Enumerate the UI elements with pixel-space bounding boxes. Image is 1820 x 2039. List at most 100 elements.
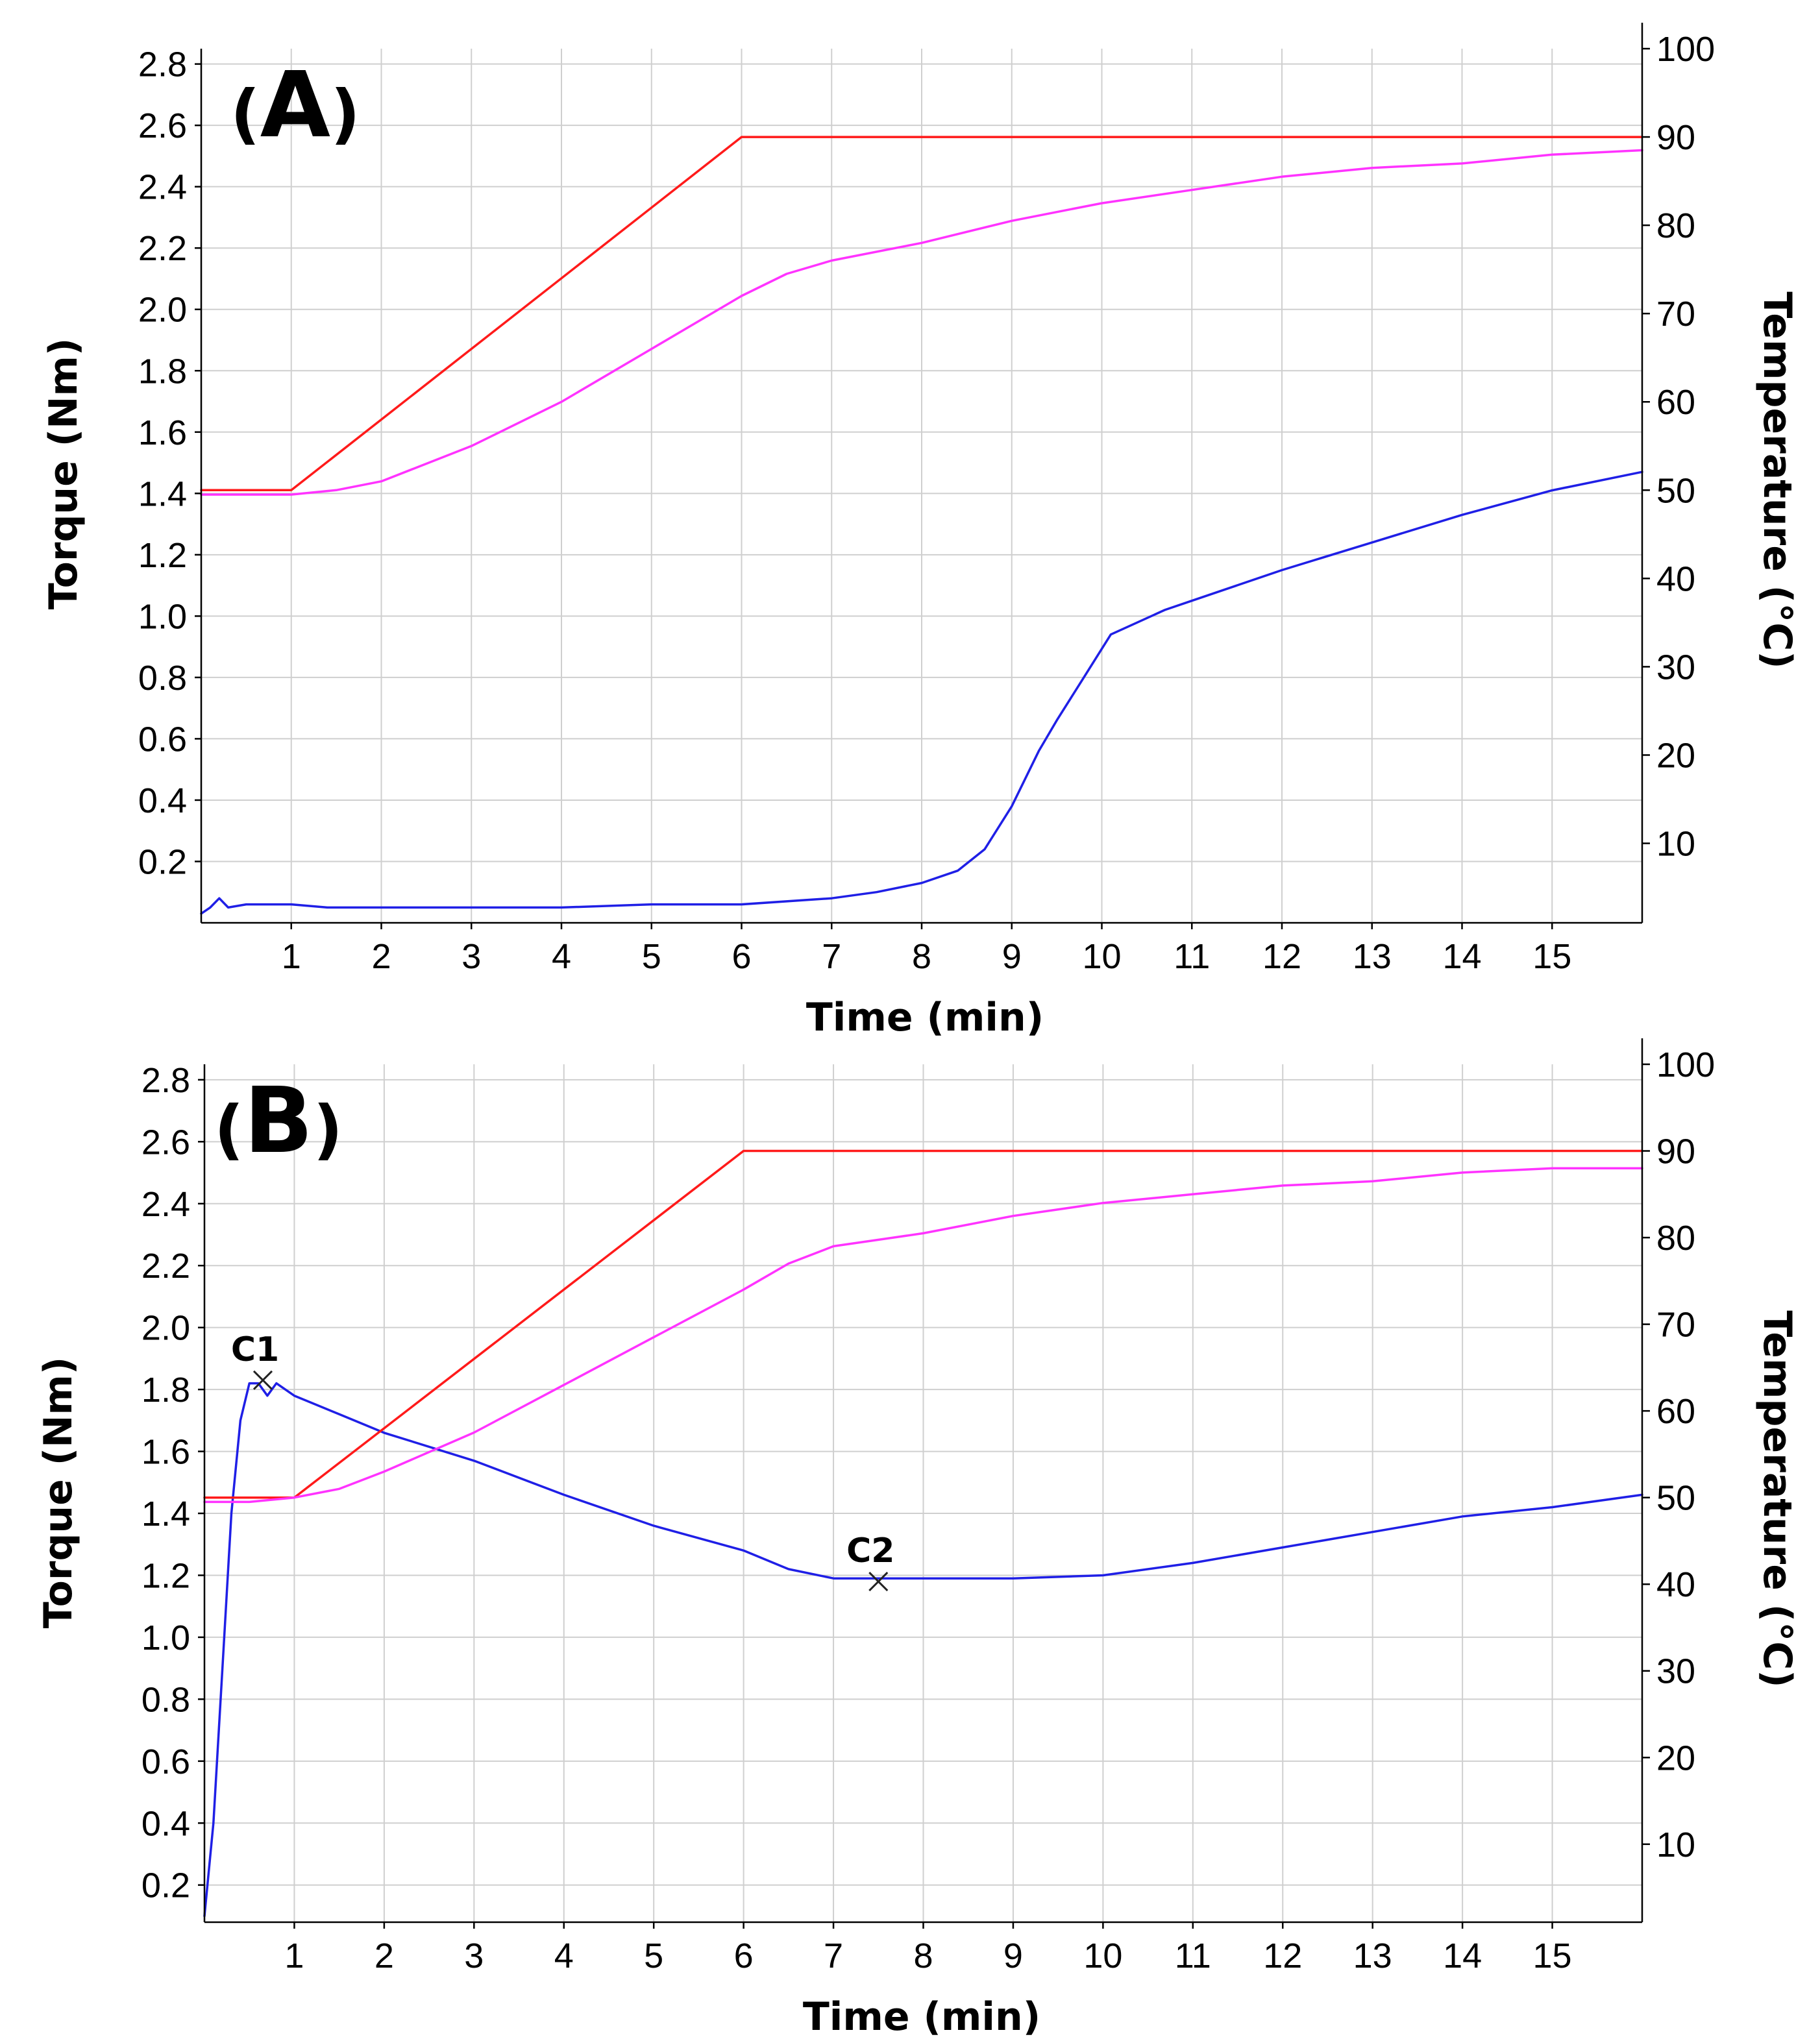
panel-a-series bbox=[200, 136, 1643, 915]
panel-a-x-tick-label: 8 bbox=[912, 937, 931, 976]
panel-a-y-tick-label: 0.8 bbox=[138, 659, 187, 698]
panel-b-x-axis-title: Time (min) bbox=[803, 1994, 1040, 2039]
panel-b-x-tick-label: 4 bbox=[554, 1936, 574, 1975]
panel-a-x-tick-label: 12 bbox=[1262, 937, 1301, 976]
panel-a-y-tick-label: 2.8 bbox=[138, 45, 187, 84]
annotation-marker-c1: C1 bbox=[231, 1330, 279, 1390]
panel-a-label-letter: A bbox=[260, 53, 330, 158]
panel-b-y-tick-label: 2.2 bbox=[141, 1247, 190, 1286]
panel-a-y-tick-label: 0.2 bbox=[138, 842, 187, 881]
panel-a-y2-tick-label: 90 bbox=[1656, 118, 1695, 157]
panel-a-x-tick-label: 2 bbox=[371, 937, 391, 976]
panel-b-x-tick-label: 5 bbox=[644, 1936, 663, 1975]
panel-a-y2-tick-label: 20 bbox=[1656, 736, 1695, 775]
panel-a-x-tick-label: 15 bbox=[1532, 937, 1571, 976]
panel-a-tick-labels: 1 2 3 4 5 6 7 8 9 10 11 12 13 14 150.20.40.60.81.01.21… bbox=[138, 30, 1715, 976]
panel-b-x-tick-label: 2 bbox=[375, 1936, 394, 1975]
panel-b-x-tick-label: 7 bbox=[824, 1936, 843, 1975]
panel-b-y2-axis-title: Temperature (°C) bbox=[1754, 1310, 1800, 1687]
panel-b-x-tick-label: 3 bbox=[464, 1936, 484, 1975]
panel-b-y2-tick-label: 90 bbox=[1656, 1132, 1695, 1171]
annotation-cross-stroke bbox=[252, 1370, 273, 1390]
panel-b-y-tick-label: 0.8 bbox=[141, 1680, 190, 1719]
panel-a-y-tick-label: 0.4 bbox=[138, 781, 187, 820]
panel-a-label-close: ) bbox=[330, 76, 360, 152]
panel-a-y2-tick-label: 100 bbox=[1656, 30, 1715, 69]
panel-a-y-tick-label: 0.6 bbox=[138, 720, 187, 759]
panel-b-y2-tick-label: 80 bbox=[1656, 1219, 1695, 1258]
panel-a-x-tick-label: 13 bbox=[1353, 937, 1392, 976]
panel-a-series-measured-temperature bbox=[200, 149, 1643, 496]
panel-a-x-tick-label: 3 bbox=[461, 937, 481, 976]
panel-a-x-tick-label: 10 bbox=[1082, 937, 1121, 976]
panel-b-y-tick-label: 1.8 bbox=[141, 1371, 190, 1410]
panel-a-x-tick-label: 6 bbox=[732, 937, 751, 976]
panel-b-grid bbox=[204, 1064, 1642, 1922]
panel-b-x-tick-label: 9 bbox=[1003, 1936, 1023, 1975]
panel-a-y2-axis-title: Temperature (°C) bbox=[1754, 291, 1800, 668]
panel-b-series-measured-temperature bbox=[203, 1167, 1643, 1504]
panel-b-x-tick-label: 11 bbox=[1175, 1936, 1211, 1975]
panel-a-x-tick-label: 5 bbox=[642, 937, 661, 976]
panel-b-x-tick-label: 6 bbox=[734, 1936, 754, 1975]
panel-a-label: (A) bbox=[230, 53, 360, 158]
panel-b-y2-tick-label: 50 bbox=[1656, 1479, 1695, 1518]
panel-b-x-tick-label: 15 bbox=[1533, 1936, 1572, 1975]
panel-a-y-tick-label: 1.8 bbox=[138, 352, 187, 391]
panel-b-y2-tick-label: 60 bbox=[1656, 1392, 1695, 1431]
panel-a-x-tick-label: 11 bbox=[1174, 937, 1210, 976]
panel-b-series-set-temperature bbox=[203, 1149, 1643, 1499]
panel-b-x-tick-label: 8 bbox=[913, 1936, 933, 1975]
panel-b-tick-labels: 1 2 3 4 5 6 7 8 9 10 11 12 13 14 150.20.40.60.81.01.21… bbox=[141, 1045, 1715, 1975]
panel-a-series-set-temperature bbox=[200, 136, 1643, 492]
panel-b-y2-tick-label: 10 bbox=[1656, 1825, 1695, 1864]
panel-b-axes bbox=[198, 1038, 1650, 1929]
panel-a-y2-tick-label: 10 bbox=[1656, 825, 1695, 864]
chart-panel-a: 1 2 3 4 5 6 7 8 9 10 11 12 13 14 150.20.40.60.81.01.21… bbox=[41, 23, 1800, 1040]
panel-a-y-tick-label: 2.2 bbox=[138, 229, 187, 268]
panel-a-x-tick-label: 1 bbox=[282, 937, 301, 976]
panel-b-annotations: C1 C2 bbox=[231, 1330, 894, 1592]
panel-a-series-torque bbox=[200, 470, 1643, 915]
panel-b-y2-tick-label: 40 bbox=[1656, 1565, 1695, 1604]
panel-b-x-tick-label: 10 bbox=[1083, 1936, 1122, 1975]
annotation-label-c2: C2 bbox=[846, 1532, 894, 1570]
annotation-cross-stroke bbox=[868, 1571, 889, 1592]
panel-b-x-tick-label: 14 bbox=[1443, 1936, 1482, 1975]
panel-b-label: (B) bbox=[214, 1068, 343, 1174]
panel-a-x-tick-label: 7 bbox=[822, 937, 841, 976]
panel-b-y-tick-label: 2.4 bbox=[141, 1185, 190, 1224]
chart-panel-b: 1 2 3 4 5 6 7 8 9 10 11 12 13 14 150.20.40.60.81.01.21… bbox=[36, 1038, 1800, 2039]
panel-b-y-tick-label: 1.4 bbox=[141, 1495, 190, 1533]
panel-a-axes bbox=[195, 23, 1650, 929]
panel-a-y2-tick-label: 80 bbox=[1656, 206, 1695, 245]
panel-b-x-tick-label: 1 bbox=[284, 1936, 304, 1975]
panel-a-x-tick-label: 4 bbox=[552, 937, 571, 976]
annotation-marker-c2: C2 bbox=[846, 1532, 894, 1592]
panel-a-y2-tick-label: 30 bbox=[1656, 648, 1695, 687]
panel-a-x-axis-title: Time (min) bbox=[806, 995, 1044, 1040]
panel-b-x-tick-label: 13 bbox=[1353, 1936, 1392, 1975]
panel-a-y2-tick-label: 40 bbox=[1656, 559, 1695, 598]
panel-b-y-tick-label: 0.2 bbox=[141, 1866, 190, 1905]
panel-a-y2-tick-label: 50 bbox=[1656, 471, 1695, 510]
panel-a-x-tick-label: 14 bbox=[1442, 937, 1481, 976]
panel-b-y-tick-label: 2.6 bbox=[141, 1123, 190, 1162]
panel-a-y-axis-title: Torque (Nm) bbox=[41, 338, 86, 610]
panel-b-y-tick-label: 1.0 bbox=[141, 1618, 190, 1657]
panel-a-y-tick-label: 1.6 bbox=[138, 413, 187, 452]
panel-b-label-close: ) bbox=[313, 1092, 343, 1167]
panel-a-y-tick-label: 1.2 bbox=[138, 536, 187, 575]
annotation-label-c1: C1 bbox=[231, 1330, 279, 1369]
panel-b-y-axis-title: Torque (Nm) bbox=[36, 1357, 81, 1629]
panel-b-y2-tick-label: 100 bbox=[1656, 1045, 1715, 1084]
panel-b-y2-tick-label: 20 bbox=[1656, 1739, 1695, 1777]
panel-b-series-torque bbox=[203, 1382, 1643, 1918]
panel-a-y-tick-label: 1.0 bbox=[138, 597, 187, 636]
panel-b-label-letter: B bbox=[244, 1068, 314, 1174]
panel-a-y2-tick-label: 60 bbox=[1656, 383, 1695, 422]
panel-b-y2-tick-label: 30 bbox=[1656, 1652, 1695, 1691]
panel-a-y-tick-label: 2.4 bbox=[138, 168, 187, 207]
panel-b-y-tick-label: 0.4 bbox=[141, 1804, 190, 1843]
